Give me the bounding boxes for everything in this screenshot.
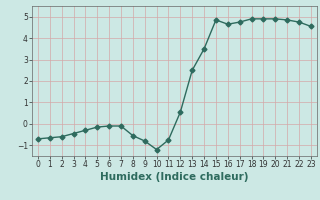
X-axis label: Humidex (Indice chaleur): Humidex (Indice chaleur) (100, 172, 249, 182)
